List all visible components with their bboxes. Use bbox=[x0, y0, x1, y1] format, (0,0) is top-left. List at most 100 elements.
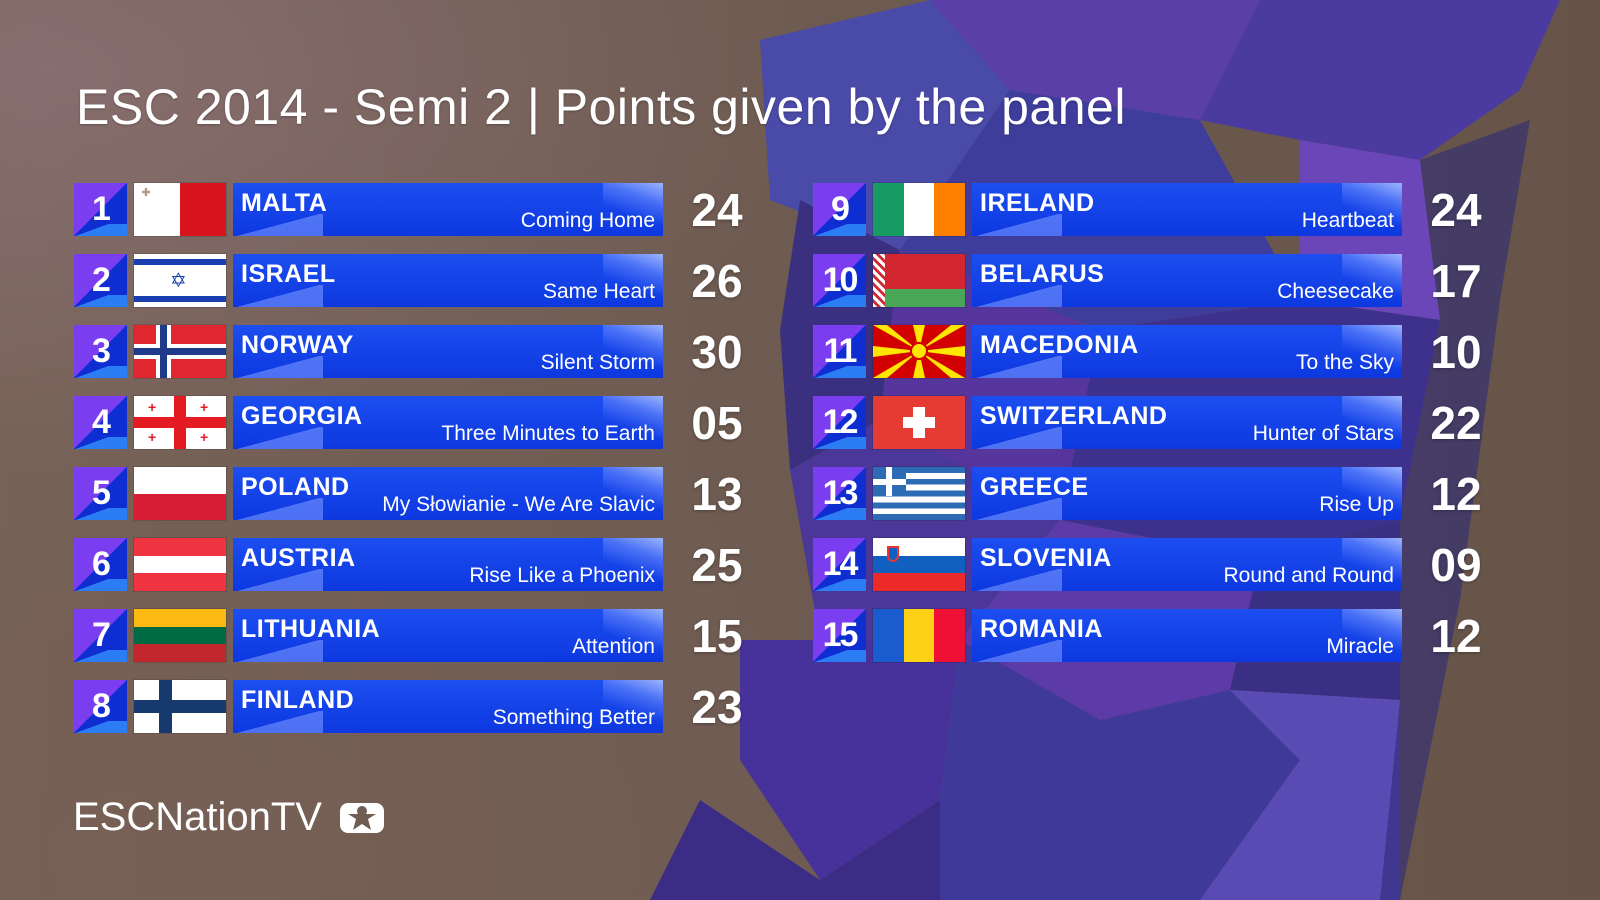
country-name: BELARUS bbox=[980, 260, 1105, 288]
result-row: 2 ✡ ISRAEL Same Heart 26 bbox=[74, 254, 757, 307]
points-value: 24 bbox=[1430, 183, 1482, 236]
country-name: IRELAND bbox=[980, 189, 1095, 217]
flag-malta-icon bbox=[134, 183, 226, 236]
flag-belarus-icon bbox=[873, 254, 965, 307]
points-value: 25 bbox=[691, 538, 743, 591]
country-name: SWITZERLAND bbox=[980, 402, 1168, 430]
result-row: 3 NORWAY Silent Storm 30 bbox=[74, 325, 757, 378]
points-value: 15 bbox=[691, 609, 743, 662]
country-name: AUSTRIA bbox=[241, 544, 356, 572]
country-name: MACEDONIA bbox=[980, 331, 1139, 359]
entry-bar: LITHUANIA Attention bbox=[233, 609, 663, 662]
entry-bar: AUSTRIA Rise Like a Phoenix bbox=[233, 538, 663, 591]
country-name: GEORGIA bbox=[241, 402, 363, 430]
entry-bar: BELARUS Cheesecake bbox=[972, 254, 1402, 307]
results-column-right: 9 IRELAND Heartbeat 24 10 BELARUS Cheese… bbox=[813, 183, 1496, 680]
points-value: 12 bbox=[1430, 467, 1482, 520]
entry-bar: ROMANIA Miracle bbox=[972, 609, 1402, 662]
rank-badge: 7 bbox=[74, 609, 127, 662]
points-value: 12 bbox=[1430, 609, 1482, 662]
entry-bar: NORWAY Silent Storm bbox=[233, 325, 663, 378]
song-title: Round and Round bbox=[1223, 564, 1394, 587]
flag-poland-icon bbox=[134, 467, 226, 520]
rank-badge: 4 bbox=[74, 396, 127, 449]
entry-bar: FINLAND Something Better bbox=[233, 680, 663, 733]
flag-norway-icon bbox=[134, 325, 226, 378]
result-row: 10 BELARUS Cheesecake 17 bbox=[813, 254, 1496, 307]
flag-israel-icon: ✡ bbox=[134, 254, 226, 307]
points-value: 09 bbox=[1430, 538, 1482, 591]
entry-bar: MACEDONIA To the Sky bbox=[972, 325, 1402, 378]
entry-bar: SWITZERLAND Hunter of Stars bbox=[972, 396, 1402, 449]
rank-badge: 3 bbox=[74, 325, 127, 378]
rank-badge: 13 bbox=[813, 467, 866, 520]
country-name: LITHUANIA bbox=[241, 615, 381, 643]
rank-badge: 10 bbox=[813, 254, 866, 307]
song-title: My Słowianie - We Are Slavic bbox=[382, 493, 655, 516]
country-name: MALTA bbox=[241, 189, 328, 217]
result-row: 8 FINLAND Something Better 23 bbox=[74, 680, 757, 733]
entry-bar: POLAND My Słowianie - We Are Slavic bbox=[233, 467, 663, 520]
points-value: 23 bbox=[691, 680, 743, 733]
result-row: 7 LITHUANIA Attention 15 bbox=[74, 609, 757, 662]
song-title: Hunter of Stars bbox=[1252, 422, 1394, 445]
song-title: To the Sky bbox=[1295, 351, 1394, 374]
rank-badge: 14 bbox=[813, 538, 866, 591]
song-title: Something Better bbox=[492, 706, 655, 729]
rank-badge: 9 bbox=[813, 183, 866, 236]
result-row: 5 POLAND My Słowianie - We Are Slavic 13 bbox=[74, 467, 757, 520]
result-row: 12 SWITZERLAND Hunter of Stars 22 bbox=[813, 396, 1496, 449]
flag-austria-icon bbox=[134, 538, 226, 591]
rank-badge: 2 bbox=[74, 254, 127, 307]
result-row: 15 ROMANIA Miracle 12 bbox=[813, 609, 1496, 662]
escnation-logo-icon bbox=[339, 802, 384, 833]
points-value: 30 bbox=[691, 325, 743, 378]
result-row: 4 + + + + GEORGIA Three Minutes to Earth… bbox=[74, 396, 757, 449]
result-row: 13 GREECE Rise Up 12 bbox=[813, 467, 1496, 520]
song-title: Coming Home bbox=[520, 209, 655, 232]
entry-bar: IRELAND Heartbeat bbox=[972, 183, 1402, 236]
flag-lithuania-icon bbox=[134, 609, 226, 662]
song-title: Cheesecake bbox=[1277, 280, 1394, 303]
result-row: 14 SLOVENIA Round and Round 09 bbox=[813, 538, 1496, 591]
page-title: ESC 2014 - Semi 2 | Points given by the … bbox=[76, 79, 1126, 135]
rank-badge: 15 bbox=[813, 609, 866, 662]
points-value: 13 bbox=[691, 467, 743, 520]
footer-brand: ESCNationTV bbox=[73, 795, 384, 840]
flag-romania-icon bbox=[873, 609, 965, 662]
points-value: 22 bbox=[1430, 396, 1482, 449]
flag-greece-icon bbox=[873, 467, 965, 520]
song-title: Attention bbox=[572, 635, 655, 658]
points-value: 10 bbox=[1430, 325, 1482, 378]
result-row: 1 MALTA Coming Home 24 bbox=[74, 183, 757, 236]
result-row: 9 IRELAND Heartbeat 24 bbox=[813, 183, 1496, 236]
country-name: NORWAY bbox=[241, 331, 354, 359]
flag-ireland-icon bbox=[873, 183, 965, 236]
song-title: Same Heart bbox=[542, 280, 655, 303]
points-value: 05 bbox=[691, 396, 743, 449]
results-column-left: 1 MALTA Coming Home 24 2 ✡ ISRAEL Same H… bbox=[74, 183, 757, 751]
entry-bar: SLOVENIA Round and Round bbox=[972, 538, 1402, 591]
result-row: 11 MACEDONIA To the Sky 10 bbox=[813, 325, 1496, 378]
rank-badge: 6 bbox=[74, 538, 127, 591]
flag-finland-icon bbox=[134, 680, 226, 733]
flag-georgia-icon: + + + + bbox=[134, 396, 226, 449]
rank-badge: 1 bbox=[74, 183, 127, 236]
entry-bar: ISRAEL Same Heart bbox=[233, 254, 663, 307]
song-title: Rise Up bbox=[1319, 493, 1394, 516]
country-name: ISRAEL bbox=[241, 260, 336, 288]
rank-badge: 12 bbox=[813, 396, 866, 449]
rank-badge: 8 bbox=[74, 680, 127, 733]
country-name: GREECE bbox=[980, 473, 1089, 501]
entry-bar: GREECE Rise Up bbox=[972, 467, 1402, 520]
song-title: Silent Storm bbox=[540, 351, 655, 374]
country-name: POLAND bbox=[241, 473, 350, 501]
points-value: 17 bbox=[1430, 254, 1482, 307]
song-title: Rise Like a Phoenix bbox=[469, 564, 655, 587]
points-value: 26 bbox=[691, 254, 743, 307]
country-name: FINLAND bbox=[241, 686, 355, 714]
rank-badge: 5 bbox=[74, 467, 127, 520]
flag-macedonia-icon bbox=[873, 325, 965, 378]
points-value: 24 bbox=[691, 183, 743, 236]
entry-bar: GEORGIA Three Minutes to Earth bbox=[233, 396, 663, 449]
